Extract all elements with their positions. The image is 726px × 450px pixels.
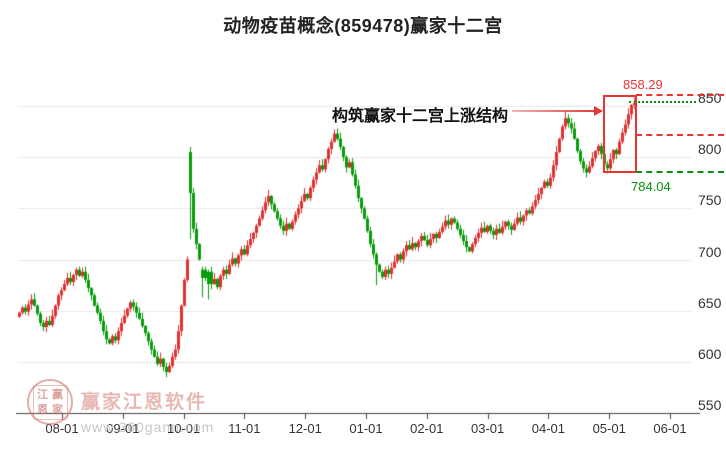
y-tick-label: 600 [698, 345, 722, 362]
watermark: 江赢恩家 赢家江恩软件 www.360gann.com [27, 379, 214, 435]
annotation-arrow-line [512, 110, 594, 112]
seal-character: 赢 [52, 388, 63, 401]
x-tick-label: 05-01 [592, 421, 626, 436]
x-tick-label: 09-01 [106, 421, 140, 436]
x-tick-label: 01-01 [349, 421, 383, 436]
y-tick-label: 800 [698, 141, 722, 158]
watermark-url: www.360gann.com [81, 419, 215, 435]
y-tick-label: 700 [698, 243, 722, 260]
x-tick-label: 11-01 [228, 421, 261, 436]
y-tick-label: 850 [698, 90, 722, 106]
annotation-arrow-icon [594, 106, 603, 116]
x-tick-label: 06-01 [653, 421, 687, 436]
y-tick-label: 750 [698, 192, 722, 209]
y-tick-label: 550 [698, 397, 722, 413]
lower-level-label: 784.04 [631, 179, 671, 194]
mid-level-dashed-line [636, 134, 724, 136]
x-tick-label: 02-01 [410, 421, 444, 436]
structure-rectangle [603, 95, 637, 173]
x-tick-label: 04-01 [531, 421, 566, 436]
upper-boundary-dashed-line [636, 94, 724, 96]
x-tick-label: 03-01 [470, 421, 505, 436]
seal-character: 恩 [37, 403, 48, 416]
upper-level-label: 858.29 [623, 77, 663, 92]
x-tick-label: 12-01 [288, 421, 322, 436]
seal-characters: 江赢恩家 [32, 384, 68, 420]
lower-boundary-dashed-line [636, 171, 724, 173]
watermark-texts: 赢家江恩软件 www.360gann.com [81, 379, 214, 435]
y-tick-label: 650 [698, 294, 722, 311]
annotation-text: 构筑赢家十二宫上涨结构 [331, 108, 508, 125]
page-title: 动物疫苗概念(859478)赢家十二宫 [223, 16, 503, 36]
last-price-dotted-line [629, 101, 696, 103]
brand-seal-icon: 江赢恩家 [27, 379, 73, 425]
watermark-brand: 赢家江恩软件 [81, 392, 208, 413]
seal-character: 江 [37, 388, 48, 401]
x-tick-label: 08-01 [45, 421, 79, 436]
x-tick-label: 10-01 [166, 421, 201, 436]
seal-character: 家 [52, 403, 63, 416]
